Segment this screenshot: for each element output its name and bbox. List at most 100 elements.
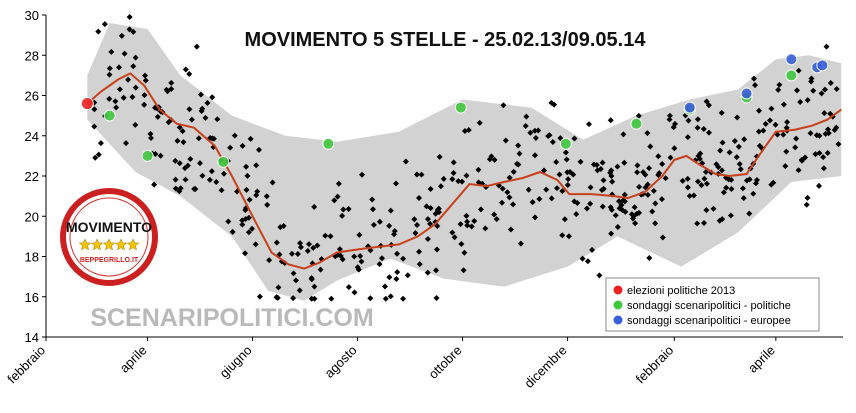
y-tick-label: 22 (25, 169, 39, 184)
poll-marker (504, 189, 511, 196)
poll-marker (400, 255, 407, 262)
poll-marker (644, 191, 651, 198)
poll-marker (290, 295, 297, 302)
poll-marker (413, 171, 420, 178)
poll-marker (198, 107, 205, 114)
poll-marker (218, 187, 225, 194)
poll-marker (690, 192, 697, 199)
poll-marker (532, 214, 539, 221)
poll-marker (108, 48, 115, 55)
poll-marker (607, 117, 614, 124)
poll-marker (736, 161, 743, 168)
poll-marker (280, 223, 287, 230)
legend-label: elezioni politiche 2013 (627, 285, 735, 297)
poll-marker (130, 28, 137, 35)
poll-marker (541, 167, 548, 174)
poll-marker (464, 218, 471, 225)
poll-marker (437, 183, 444, 190)
poll-marker (400, 295, 407, 302)
poll-marker (308, 276, 315, 283)
poll-marker (394, 269, 401, 276)
poll-marker (632, 220, 639, 227)
europee-marker (785, 53, 798, 66)
poll-marker (821, 110, 828, 117)
poll-marker (548, 99, 555, 106)
poll-marker (694, 178, 701, 185)
legend-marker (613, 300, 623, 310)
poll-marker (670, 124, 677, 131)
poll-marker (455, 178, 462, 185)
legend-label: sondaggi scenaripolitici - politiche (627, 300, 791, 312)
poll-marker (718, 167, 725, 174)
poll-marker (154, 113, 161, 120)
poll-marker (666, 112, 673, 119)
poll-marker (382, 283, 389, 290)
poll-marker (532, 135, 539, 142)
logo-sub-text: BEPPEGRILLO.IT (80, 257, 139, 264)
europee-marker (683, 101, 696, 114)
poll-marker (561, 216, 568, 223)
poll-marker (464, 222, 471, 229)
poll-marker (197, 91, 204, 98)
poll-marker (393, 276, 400, 283)
poll-marker (296, 287, 303, 294)
poll-marker (798, 156, 805, 163)
poll-marker (245, 229, 252, 236)
poll-marker (180, 139, 187, 146)
poll-marker (564, 181, 571, 188)
poll-marker (91, 106, 98, 113)
poll-marker (642, 171, 649, 178)
poll-marker (141, 101, 148, 108)
special-layer (80, 53, 829, 168)
poll-marker (402, 158, 409, 165)
poll-marker (336, 246, 343, 253)
poll-marker (457, 221, 464, 228)
logo-star-icon (78, 238, 92, 251)
poll-marker (310, 244, 317, 251)
poll-marker (563, 156, 570, 163)
poll-marker (449, 176, 456, 183)
poll-marker (130, 63, 137, 70)
poll-marker (297, 244, 304, 251)
poll-marker (97, 140, 104, 147)
poll-marker (252, 241, 259, 248)
poll-marker (387, 293, 394, 300)
poll-marker (424, 269, 431, 276)
poll-marker (797, 99, 804, 106)
x-tick-label: aprile (117, 343, 150, 376)
poll-marker (820, 165, 827, 172)
logo-stars (78, 238, 140, 251)
poll-marker (176, 160, 183, 167)
politiche-marker (454, 101, 467, 114)
poll-marker (433, 246, 440, 253)
poll-marker (465, 127, 472, 134)
poll-marker (667, 154, 674, 161)
poll-marker (607, 204, 614, 211)
legend-marker (613, 285, 623, 295)
poll-marker (649, 208, 656, 215)
poll-marker (715, 163, 722, 170)
poll-marker (587, 200, 594, 207)
elezioni-marker (80, 97, 94, 111)
poll-marker (306, 241, 313, 248)
poll-marker (327, 233, 334, 240)
poll-marker (142, 72, 149, 79)
poll-marker (723, 184, 730, 191)
poll-marker (172, 185, 179, 192)
poll-marker (835, 141, 842, 148)
poll-marker (543, 186, 550, 193)
poll-marker (548, 195, 555, 202)
poll-marker (339, 212, 346, 219)
poll-marker (810, 87, 817, 94)
poll-marker (618, 202, 625, 209)
poll-marker (571, 198, 578, 205)
poll-marker (635, 112, 642, 119)
poll-marker (631, 204, 638, 211)
politiche-marker (785, 69, 798, 82)
x-tick-label: febbraio (4, 343, 48, 387)
poll-marker (415, 194, 422, 201)
poll-marker (671, 145, 678, 152)
poll-marker (535, 127, 542, 134)
poll-marker (816, 182, 823, 189)
poll-marker (652, 220, 659, 227)
